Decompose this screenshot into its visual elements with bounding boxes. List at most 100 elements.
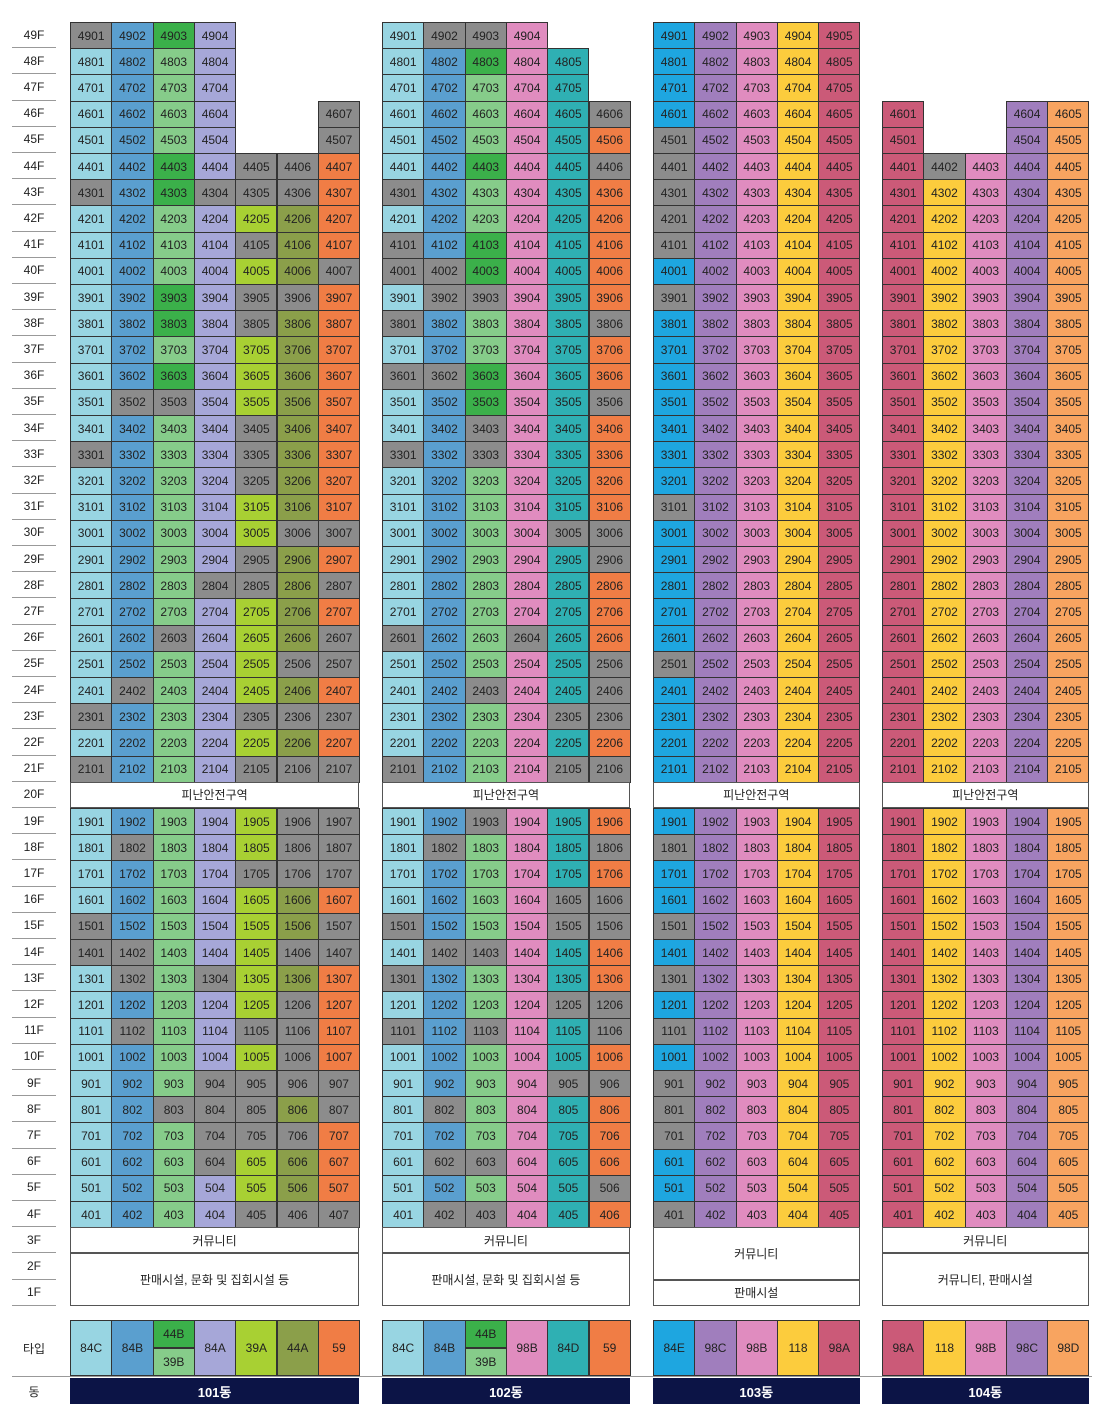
unit-cell[interactable]: 4304 <box>1005 179 1049 207</box>
unit-cell[interactable]: 403 <box>464 1201 507 1229</box>
unit-cell[interactable]: 1505 <box>1047 912 1090 940</box>
unit-cell[interactable]: 404 <box>1005 1201 1049 1229</box>
unit-cell[interactable]: 3206 <box>588 467 631 495</box>
unit-cell[interactable]: 2805 <box>1047 572 1090 600</box>
unit-cell[interactable]: 805 <box>1047 1096 1090 1124</box>
unit-cell[interactable]: 3505 <box>818 388 861 416</box>
unit-cell[interactable]: 4102 <box>694 231 737 259</box>
unit-cell[interactable]: 2205 <box>818 729 861 757</box>
unit-cell[interactable]: 3202 <box>423 467 466 495</box>
unit-cell[interactable]: 2801 <box>382 572 425 600</box>
unit-cell[interactable]: 4605 <box>818 100 861 128</box>
unit-cell[interactable]: 701 <box>382 1122 425 1150</box>
unit-cell[interactable]: 3301 <box>70 441 113 469</box>
unit-cell[interactable]: 1904 <box>505 808 549 836</box>
unit-cell[interactable]: 4201 <box>882 205 925 233</box>
unit-cell[interactable]: 4805 <box>818 48 861 76</box>
unit-cell[interactable]: 4203 <box>964 205 1007 233</box>
unit-cell[interactable]: 406 <box>276 1201 319 1229</box>
unit-cell[interactable]: 2206 <box>588 729 631 757</box>
unit-cell[interactable]: 3902 <box>111 284 154 312</box>
unit-cell[interactable]: 3605 <box>547 362 590 390</box>
unit-cell[interactable]: 1505 <box>818 912 861 940</box>
unit-cell[interactable]: 1002 <box>111 1043 154 1071</box>
unit-cell[interactable]: 3803 <box>735 310 778 338</box>
unit-cell[interactable]: 1203 <box>464 991 507 1019</box>
unit-cell[interactable]: 3605 <box>818 362 861 390</box>
unit-cell[interactable]: 705 <box>547 1122 590 1150</box>
unit-cell[interactable]: 2105 <box>235 755 278 783</box>
unit-cell[interactable]: 1806 <box>276 834 319 862</box>
unit-cell[interactable]: 505 <box>235 1174 278 1202</box>
unit-cell[interactable]: 3005 <box>818 519 861 547</box>
unit-cell[interactable]: 3602 <box>694 362 737 390</box>
unit-cell[interactable]: 3702 <box>423 336 466 364</box>
unit-cell[interactable]: 1501 <box>882 912 925 940</box>
unit-cell[interactable]: 3304 <box>505 441 549 469</box>
unit-cell[interactable]: 2106 <box>276 755 319 783</box>
unit-cell[interactable]: 3102 <box>694 493 737 521</box>
unit-cell[interactable]: 4705 <box>547 74 590 102</box>
unit-cell[interactable]: 3304 <box>193 441 237 469</box>
unit-cell[interactable]: 3301 <box>653 441 696 469</box>
unit-cell[interactable]: 4102 <box>111 231 154 259</box>
unit-cell[interactable]: 4105 <box>235 231 278 259</box>
unit-cell[interactable]: 2704 <box>505 598 549 626</box>
unit-cell[interactable]: 703 <box>964 1122 1007 1150</box>
unit-cell[interactable]: 3606 <box>276 362 319 390</box>
unit-cell[interactable]: 3704 <box>193 336 237 364</box>
unit-cell[interactable]: 602 <box>111 1148 154 1176</box>
unit-cell[interactable]: 3804 <box>505 310 549 338</box>
unit-cell[interactable]: 1802 <box>111 834 154 862</box>
unit-cell[interactable]: 2306 <box>588 703 631 731</box>
unit-cell[interactable]: 3101 <box>882 493 925 521</box>
unit-cell[interactable]: 2403 <box>735 677 778 705</box>
unit-cell[interactable]: 4105 <box>547 231 590 259</box>
unit-cell[interactable]: 603 <box>152 1148 195 1176</box>
unit-cell[interactable]: 1601 <box>382 886 425 914</box>
unit-cell[interactable]: 1307 <box>317 965 361 993</box>
unit-cell[interactable]: 1205 <box>235 991 278 1019</box>
unit-cell[interactable]: 803 <box>152 1096 195 1124</box>
unit-cell[interactable]: 802 <box>923 1096 966 1124</box>
unit-cell[interactable]: 4903 <box>152 22 195 50</box>
unit-cell[interactable]: 2605 <box>818 624 861 652</box>
unit-cell[interactable]: 2403 <box>152 677 195 705</box>
unit-cell[interactable]: 2503 <box>152 650 195 678</box>
unit-cell[interactable]: 4502 <box>694 126 737 154</box>
unit-cell[interactable]: 704 <box>193 1122 237 1150</box>
unit-cell[interactable]: 2803 <box>735 572 778 600</box>
unit-cell[interactable]: 607 <box>317 1148 361 1176</box>
unit-cell[interactable]: 4206 <box>276 205 319 233</box>
unit-cell[interactable]: 1704 <box>1005 860 1049 888</box>
unit-cell[interactable]: 3302 <box>423 441 466 469</box>
unit-cell[interactable]: 1105 <box>1047 1017 1090 1045</box>
unit-cell[interactable]: 3404 <box>505 415 549 443</box>
unit-cell[interactable]: 3504 <box>776 388 820 416</box>
unit-cell[interactable]: 1402 <box>423 939 466 967</box>
unit-cell[interactable]: 506 <box>588 1174 631 1202</box>
unit-cell[interactable]: 3203 <box>964 467 1007 495</box>
unit-cell[interactable]: 1405 <box>1047 939 1090 967</box>
unit-cell[interactable]: 2403 <box>464 677 507 705</box>
unit-cell[interactable]: 2205 <box>1047 729 1090 757</box>
unit-cell[interactable]: 3806 <box>276 310 319 338</box>
unit-cell[interactable]: 3803 <box>152 310 195 338</box>
unit-cell[interactable]: 3901 <box>382 284 425 312</box>
unit-cell[interactable]: 1304 <box>776 965 820 993</box>
unit-cell[interactable]: 4904 <box>193 22 237 50</box>
unit-cell[interactable]: 2304 <box>193 703 237 731</box>
unit-cell[interactable]: 3207 <box>317 467 361 495</box>
unit-cell[interactable]: 2502 <box>423 650 466 678</box>
unit-cell[interactable]: 3504 <box>193 388 237 416</box>
unit-cell[interactable]: 3601 <box>653 362 696 390</box>
unit-cell[interactable]: 2201 <box>382 729 425 757</box>
unit-cell[interactable]: 1302 <box>111 965 154 993</box>
unit-cell[interactable]: 2801 <box>653 572 696 600</box>
unit-cell[interactable]: 2901 <box>882 546 925 574</box>
unit-cell[interactable]: 3802 <box>694 310 737 338</box>
unit-cell[interactable]: 2404 <box>1005 677 1049 705</box>
unit-cell[interactable]: 1903 <box>152 808 195 836</box>
unit-cell[interactable]: 3701 <box>882 336 925 364</box>
unit-cell[interactable]: 1607 <box>317 886 361 914</box>
